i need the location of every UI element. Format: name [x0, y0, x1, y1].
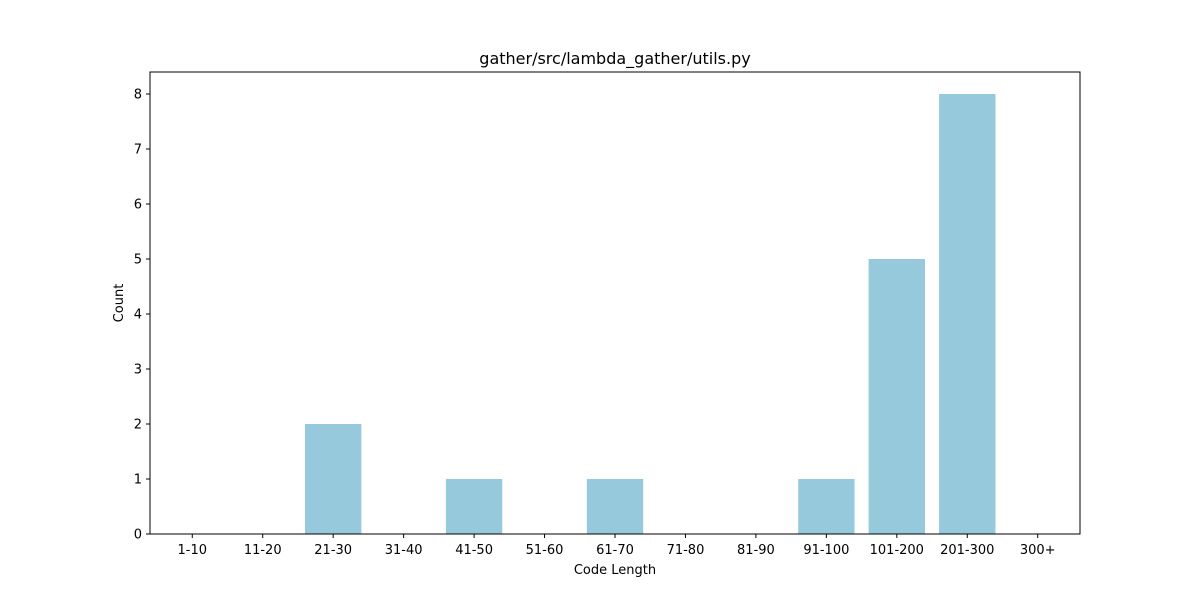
y-tick-label: 0 [134, 528, 142, 543]
x-tick-label: 31-40 [385, 543, 423, 558]
x-tick-label: 201-300 [940, 543, 994, 558]
x-tick-label: 11-20 [244, 543, 282, 558]
y-tick-label: 3 [134, 363, 142, 378]
x-tick-label: 1-10 [178, 543, 208, 558]
x-tick-label: 71-80 [667, 543, 705, 558]
plot-frame [149, 71, 1081, 535]
x-tick-label: 101-200 [870, 543, 924, 558]
x-tick-label: 21-30 [314, 543, 352, 558]
y-tick-label: 2 [134, 418, 142, 433]
y-axis-ticks: 0 1 2 3 4 5 6 7 8 [134, 88, 150, 543]
y-tick-label: 4 [134, 308, 142, 323]
y-tick-label: 8 [134, 88, 142, 103]
bars-group [305, 94, 996, 534]
bar-41-50 [445, 479, 503, 534]
bar-201-300 [939, 94, 996, 534]
y-tick-label: 5 [134, 253, 142, 268]
bar-101-200 [868, 259, 925, 534]
y-tick-label: 6 [134, 198, 142, 213]
bar-61-70 [586, 479, 644, 534]
x-tick-label: 81-90 [737, 543, 775, 558]
bar-91-100 [798, 479, 855, 534]
x-tick-label: 300+ [1020, 543, 1056, 558]
x-axis-ticks: 1-10 11-20 21-30 31-40 41-50 51-60 61-70 71-80 8… [178, 534, 1056, 558]
y-axis-label: Count [112, 284, 127, 323]
y-tick-label: 7 [134, 143, 142, 158]
x-tick-label: 51-60 [526, 543, 564, 558]
x-tick-label: 91-100 [803, 543, 849, 558]
bar-21-30 [305, 424, 362, 534]
x-tick-label: 61-70 [596, 543, 634, 558]
y-tick-label: 1 [134, 473, 142, 488]
chart-title: gather/src/lambda_gather/utils.py [479, 49, 750, 69]
x-axis-label: Code Length [574, 563, 656, 578]
x-tick-label: 41-50 [455, 543, 493, 558]
